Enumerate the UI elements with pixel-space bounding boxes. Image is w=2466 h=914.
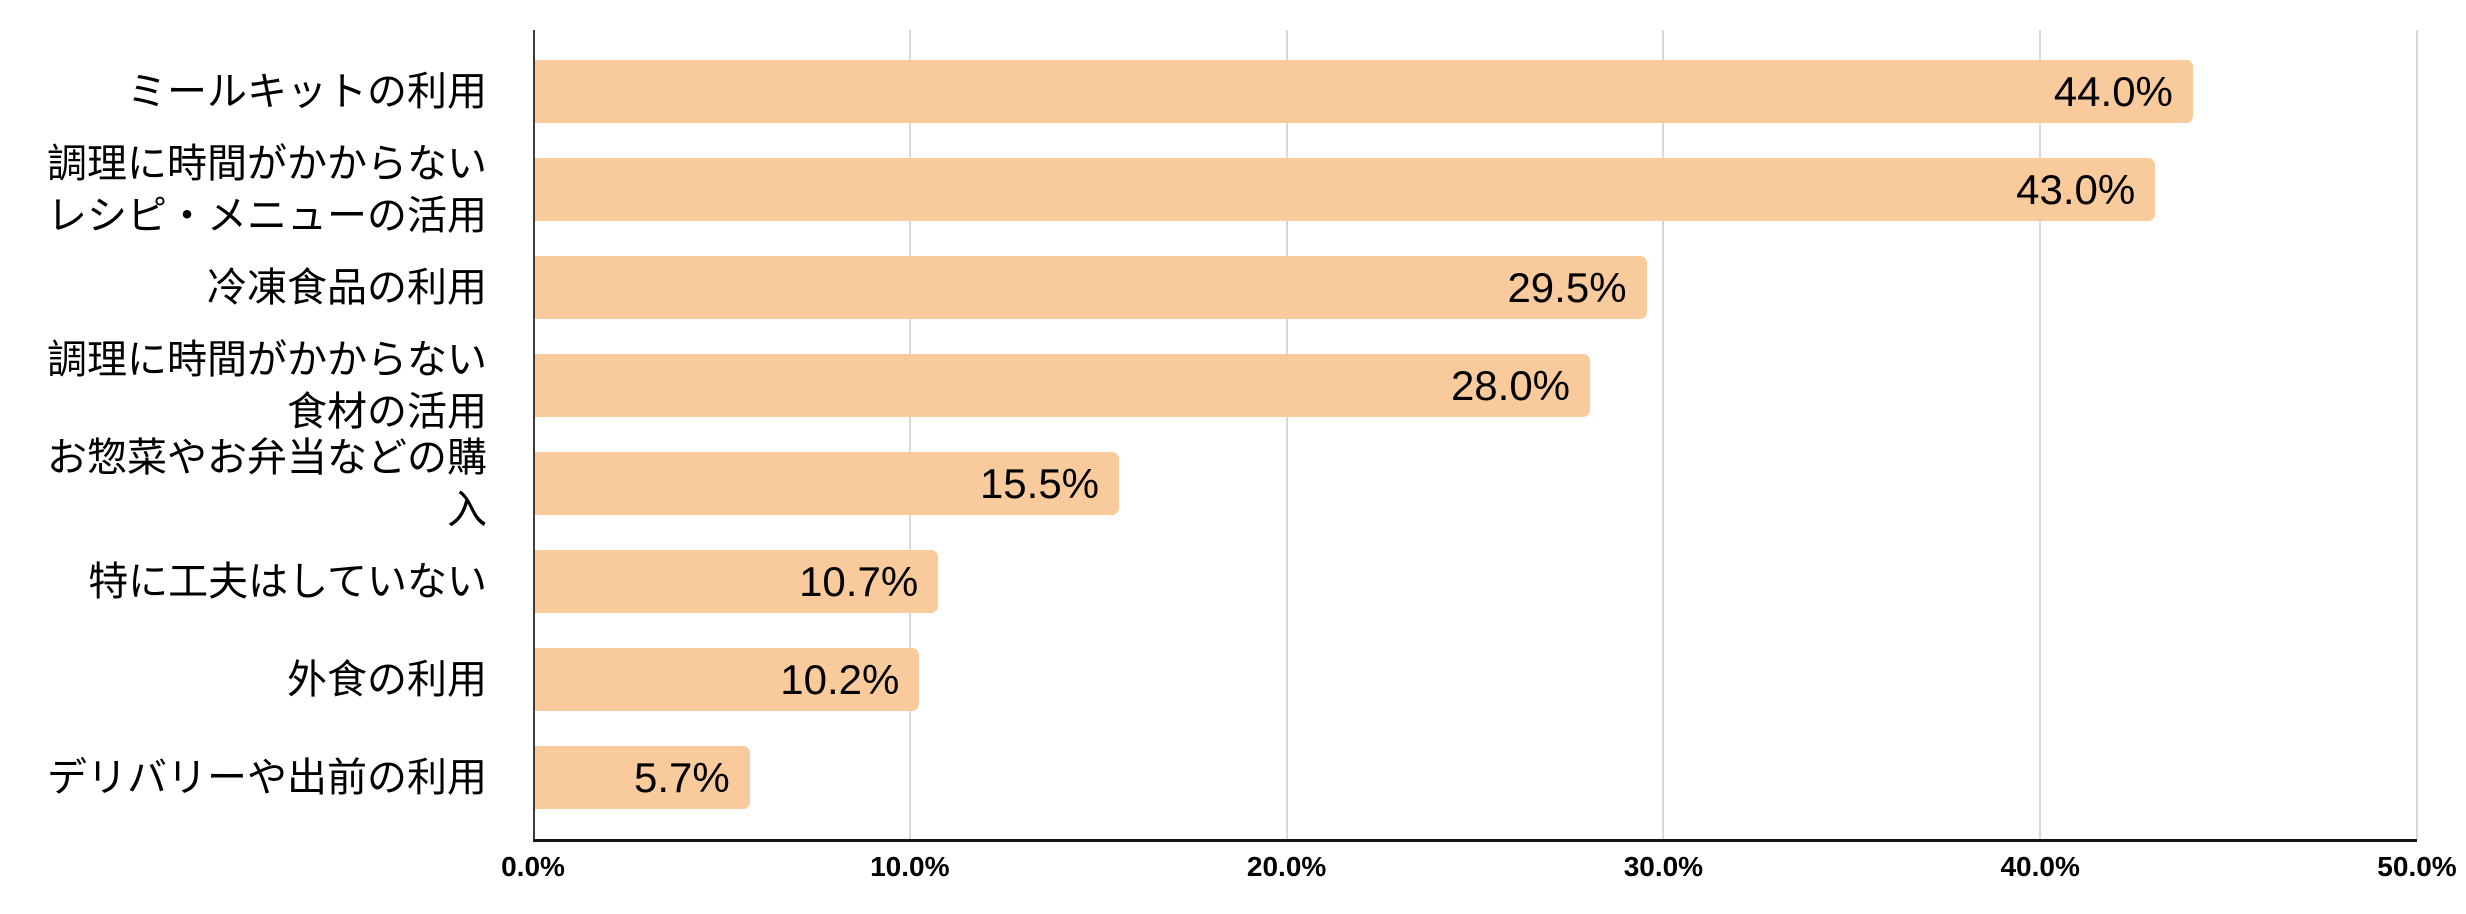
gridline (908, 30, 911, 839)
category-label: デリバリーや出前の利用 (47, 755, 487, 800)
category-label: お惣菜やお弁当などの購 入 (47, 435, 487, 532)
bar-value-label: 28.0% (1450, 361, 1571, 409)
x-tick-label: 40.0% (2000, 851, 2080, 882)
bar[interactable]: 44.0% (535, 60, 2193, 123)
bar-value-label: 10.7% (799, 557, 919, 605)
category-label: 外食の利用 (287, 657, 487, 702)
x-tick-label: 10.0% (870, 851, 950, 882)
bar[interactable]: 29.5% (535, 256, 1647, 319)
category-label: 調理に時間がかからない レシピ・メニューの活用 (47, 141, 487, 238)
bar[interactable]: 5.7% (535, 746, 750, 809)
bar[interactable]: 28.0% (535, 354, 1591, 417)
x-tick-label: 0.0% (501, 851, 565, 882)
gridline (1662, 30, 1665, 839)
category-label: 冷凍食品の利用 (207, 265, 487, 310)
bar[interactable]: 15.5% (535, 452, 1120, 515)
x-tick-label: 20.0% (1246, 851, 1327, 882)
x-tick-label: 50.0% (2377, 851, 2457, 882)
category-label: 特に工夫はしていない (88, 559, 487, 604)
bar-value-label: 15.5% (979, 459, 1100, 507)
gridline (1285, 30, 1288, 839)
bar-value-label: 5.7% (634, 753, 730, 801)
bar-value-label: 44.0% (2053, 67, 2173, 115)
bar[interactable]: 43.0% (535, 158, 2156, 221)
category-label: 調理に時間がかからない 食材の活用 (47, 337, 487, 434)
plot-area: 44.0% 43.0% 29.5% 28.0% 15.5% 10.7% 10.2% 5.7% (533, 30, 2418, 842)
x-tick-label: 30.0% (1623, 851, 1704, 882)
y-axis-line (533, 30, 535, 839)
bar-value-label: 29.5% (1507, 263, 1627, 311)
gridline (2416, 30, 2418, 839)
category-label: ミールキットの利用 (127, 69, 487, 114)
category-axis: ミールキットの利用調理に時間がかからない レシピ・メニューの活用冷凍食品の利用調… (0, 30, 487, 839)
x-axis-tick-labels: 0.0% 10.0% 20.0% 30.0% 40.0% 50.0% (501, 850, 2457, 890)
bar[interactable]: 10.7% (535, 550, 939, 613)
bar-value-label: 10.2% (780, 655, 900, 703)
gridline (2039, 30, 2042, 839)
bar[interactable]: 10.2% (535, 648, 920, 711)
bar-value-label: 43.0% (2016, 165, 2136, 213)
x-axis-line (533, 839, 2417, 842)
